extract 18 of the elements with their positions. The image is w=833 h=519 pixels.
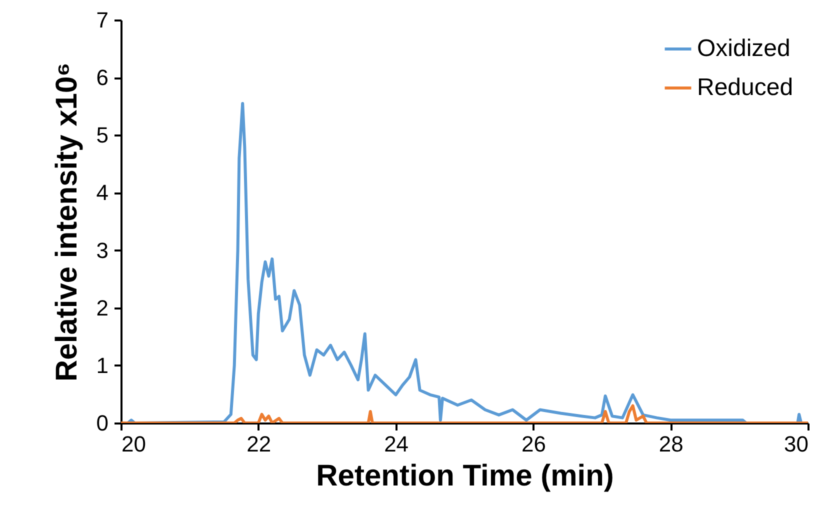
y-tick-label: 7: [96, 8, 108, 32]
x-tick-label: 22: [246, 432, 272, 456]
x-tick-label: 28: [658, 432, 684, 456]
y-tick-label: 4: [96, 180, 108, 206]
x-axis-title: Retention Time (min): [316, 460, 614, 492]
x-tick-label: 24: [384, 432, 409, 456]
y-tick-label: 1: [96, 352, 108, 378]
legend-label: Oxidized: [697, 35, 790, 62]
x-tick-label: 26: [521, 432, 546, 456]
x-tick-label: 30: [784, 432, 808, 456]
legend-label: Reduced: [697, 74, 794, 101]
y-tick-label: 0: [96, 410, 108, 436]
x-tick-label: 20: [122, 432, 146, 456]
y-axis-title: Relative intensity x10⁶: [50, 62, 84, 382]
y-tick-label: 3: [96, 238, 108, 263]
y-tick-label: 2: [96, 295, 108, 320]
y-tick-label: 6: [96, 65, 108, 90]
y-tick-label: 5: [96, 122, 108, 148]
